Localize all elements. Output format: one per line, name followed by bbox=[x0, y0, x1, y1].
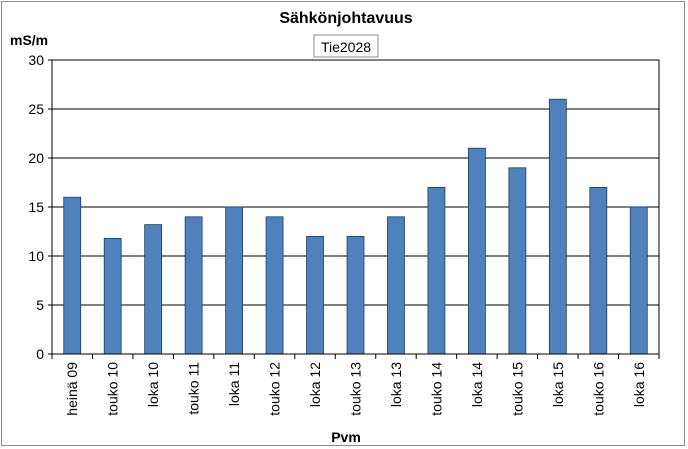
plot-area-border bbox=[51, 59, 660, 355]
bar bbox=[508, 167, 527, 355]
chart-title: Sähkönjohtavuus bbox=[279, 10, 412, 27]
x-tick-label: loka 14 bbox=[469, 362, 485, 407]
bar bbox=[468, 147, 486, 355]
bar bbox=[265, 216, 284, 355]
bar bbox=[144, 224, 163, 355]
x-tick-label: touko 16 bbox=[590, 362, 606, 416]
y-tick-label: 0 bbox=[36, 346, 44, 362]
y-tick-label: 30 bbox=[28, 52, 44, 68]
y-axis-label: mS/m bbox=[10, 32, 48, 48]
x-axis-label: Pvm bbox=[331, 429, 361, 445]
x-tick-label: touko 10 bbox=[105, 362, 121, 416]
x-tick-label: loka 10 bbox=[145, 362, 161, 407]
bar bbox=[548, 98, 567, 355]
x-tick-label: loka 15 bbox=[550, 362, 566, 407]
x-tick-label: heinä 09 bbox=[64, 362, 80, 416]
bar bbox=[346, 235, 365, 355]
bar bbox=[427, 186, 446, 355]
bar bbox=[63, 196, 82, 355]
y-tick-label: 5 bbox=[36, 297, 44, 313]
bar bbox=[387, 216, 405, 355]
y-tick-label: 15 bbox=[28, 199, 44, 215]
x-tick-label: touko 13 bbox=[348, 362, 364, 416]
x-tick-label: loka 16 bbox=[631, 362, 647, 407]
y-tick-label: 10 bbox=[28, 248, 44, 264]
y-tick-labels: 0 5 10 15 20 25 30 bbox=[28, 52, 52, 362]
bar bbox=[629, 206, 648, 355]
x-tick-label: touko 15 bbox=[509, 362, 525, 416]
bars-group bbox=[63, 98, 648, 355]
bar bbox=[103, 237, 122, 355]
x-tick-label: loka 11 bbox=[226, 362, 242, 406]
bar bbox=[225, 206, 243, 355]
x-tick-label: loka 13 bbox=[388, 362, 404, 407]
subtitle-box bbox=[313, 34, 379, 58]
x-tick-label: touko 12 bbox=[267, 362, 283, 416]
bar bbox=[184, 216, 203, 355]
y-tick-label: 20 bbox=[28, 150, 44, 166]
bar bbox=[306, 235, 324, 355]
bar bbox=[589, 186, 608, 355]
x-tick-label: touko 14 bbox=[428, 362, 444, 416]
y-tick-label: 25 bbox=[28, 101, 44, 117]
x-tick-label: touko 11 bbox=[186, 362, 202, 415]
chart-subtitle: Tie2028 bbox=[321, 39, 371, 55]
x-tick-labels: heinä 09 touko 10 loka 10 touko 11 loka 11 to… bbox=[51, 354, 660, 416]
x-tick-label: loka 12 bbox=[307, 362, 323, 407]
